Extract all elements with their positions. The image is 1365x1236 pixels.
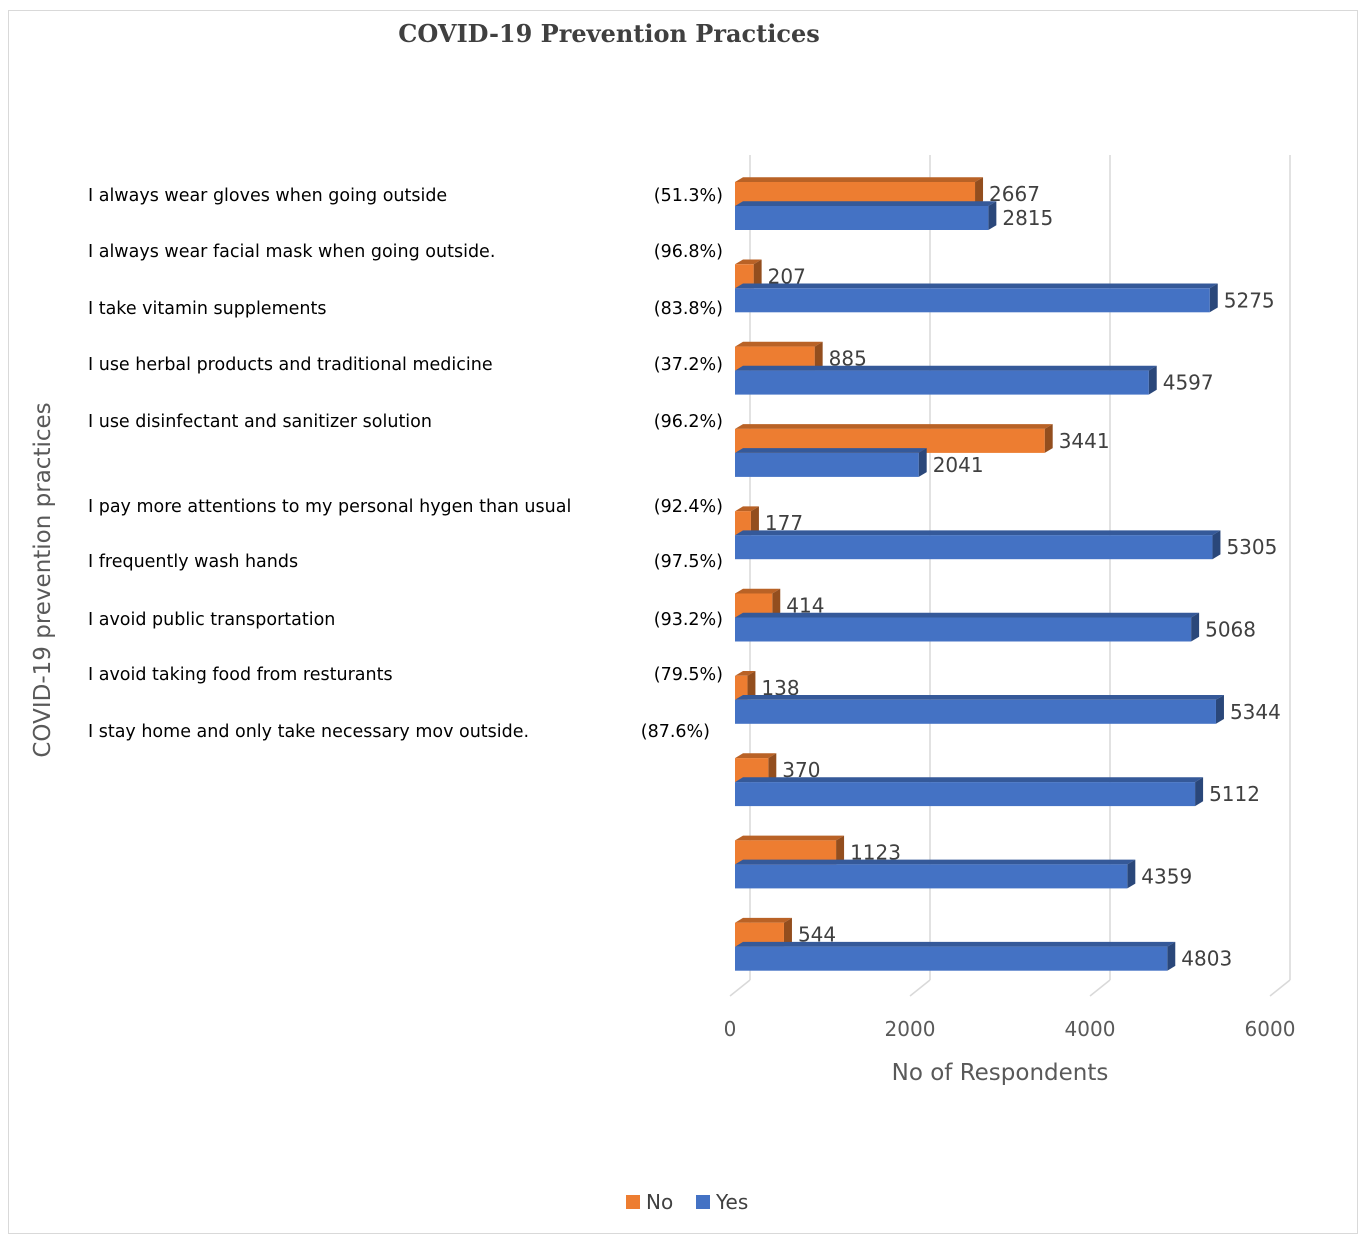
- chart-title: COVID-19 Prevention Practices: [398, 19, 820, 48]
- bar-yes: [735, 283, 1218, 313]
- bar-yes: [735, 365, 1157, 395]
- x-tick-label: 6000: [1245, 1017, 1296, 1041]
- bar-yes: [735, 201, 997, 230]
- practice-label: I stay home and only take necessary mov …: [88, 722, 529, 742]
- practice-label: I avoid taking food from resturants: [88, 665, 393, 685]
- legend: No Yes: [626, 1190, 748, 1214]
- bar-no: [735, 259, 762, 289]
- x-tick-label: 2000: [885, 1017, 936, 1041]
- bar-yes: [735, 448, 927, 477]
- x-axis-ticks: 0 2000 4000 6000: [724, 1017, 1296, 1041]
- bar-value-label: 3441: [1059, 429, 1110, 453]
- bar-value-label: 2041: [933, 453, 984, 477]
- bar-value-label: 5068: [1205, 618, 1256, 642]
- legend-swatch-no: [626, 1195, 640, 1209]
- bar-yes: [735, 777, 1204, 807]
- bar-value-label: 4359: [1141, 864, 1192, 888]
- gridline-floor: [1269, 979, 1291, 997]
- gridline-floor: [1089, 979, 1111, 997]
- bar-no: [735, 671, 756, 700]
- legend-label-yes: Yes: [715, 1190, 748, 1214]
- bar-value-label: 5305: [1226, 535, 1277, 559]
- practice-label: I use disinfectant and sanitizer solutio…: [88, 412, 432, 432]
- bar-yes: [735, 612, 1200, 642]
- practice-label: I frequently wash hands: [88, 552, 298, 572]
- practice-percentage: (93.2%): [654, 610, 723, 630]
- bar-value-label: 5344: [1230, 700, 1281, 724]
- bar-value-label: 4803: [1181, 947, 1232, 971]
- practice-percentage: (96.8%): [654, 242, 723, 262]
- practice-percentage: (92.4%): [654, 497, 723, 517]
- bar-value-label: 2815: [1002, 206, 1053, 230]
- bar-yes: [735, 695, 1224, 724]
- bar-yes: [735, 530, 1221, 560]
- bar-yes: [735, 941, 1176, 971]
- bar-no: [735, 506, 759, 536]
- x-axis-title: No of Respondents: [892, 1060, 1109, 1086]
- bar-value-label: 5112: [1209, 782, 1260, 806]
- practice-percentage: (83.8%): [654, 299, 723, 319]
- practice-label: I use herbal products and traditional me…: [88, 355, 493, 375]
- practice-label: I always wear facial mask when going out…: [88, 242, 495, 262]
- practice-percentage: (37.2%): [654, 355, 723, 375]
- legend-swatch-yes: [696, 1195, 710, 1209]
- y-axis-title: COVID-19 prevention practices: [30, 402, 56, 757]
- gridline-floor: [909, 979, 931, 997]
- practice-percentage: (87.6%): [641, 722, 710, 742]
- x-tick-label: 0: [724, 1017, 737, 1041]
- category-labels: I always wear gloves when going outside I…: [88, 186, 723, 742]
- bar-value-label: 4597: [1163, 371, 1214, 395]
- bar-yes: [735, 859, 1136, 889]
- bars: 2667281520752758854597344120411775305414…: [735, 177, 1281, 971]
- gridline-floor: [729, 979, 751, 997]
- bar-value-label: 5275: [1224, 288, 1275, 312]
- practice-label: I pay more attentions to my personal hyg…: [88, 497, 571, 517]
- practice-label: I always wear gloves when going outside: [88, 186, 447, 206]
- practice-percentage: (97.5%): [654, 552, 723, 572]
- x-tick-label: 4000: [1065, 1017, 1116, 1041]
- practice-percentage: (96.2%): [654, 412, 723, 432]
- practice-label: I take vitamin supplements: [88, 299, 326, 319]
- practice-percentage: (79.5%): [654, 665, 723, 685]
- practice-label: I avoid public transportation: [88, 610, 335, 630]
- legend-label-no: No: [646, 1190, 673, 1214]
- practice-percentage: (51.3%): [654, 186, 723, 206]
- bar-value-label: 2667: [989, 182, 1040, 206]
